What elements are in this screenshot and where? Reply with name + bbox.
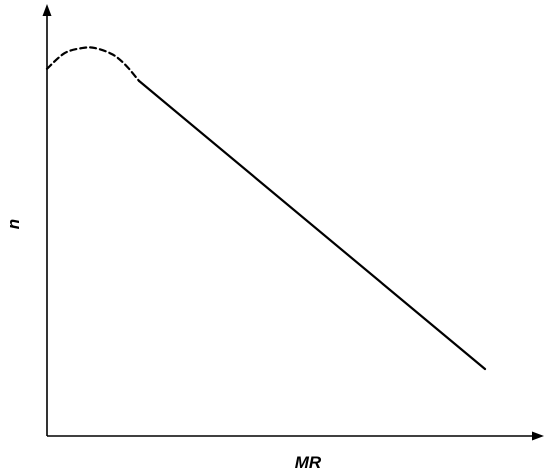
series-layer — [45, 46, 487, 371]
y-axis — [42, 4, 52, 436]
y-axis-arrow-icon — [42, 4, 52, 16]
series-line-dashed — [45, 46, 141, 82]
x-axis-arrow-icon — [532, 431, 544, 441]
y-axis-label: n — [4, 219, 23, 229]
x-axis-label: MR — [295, 453, 322, 472]
x-axis — [47, 431, 544, 441]
series-line-solid — [137, 79, 487, 371]
